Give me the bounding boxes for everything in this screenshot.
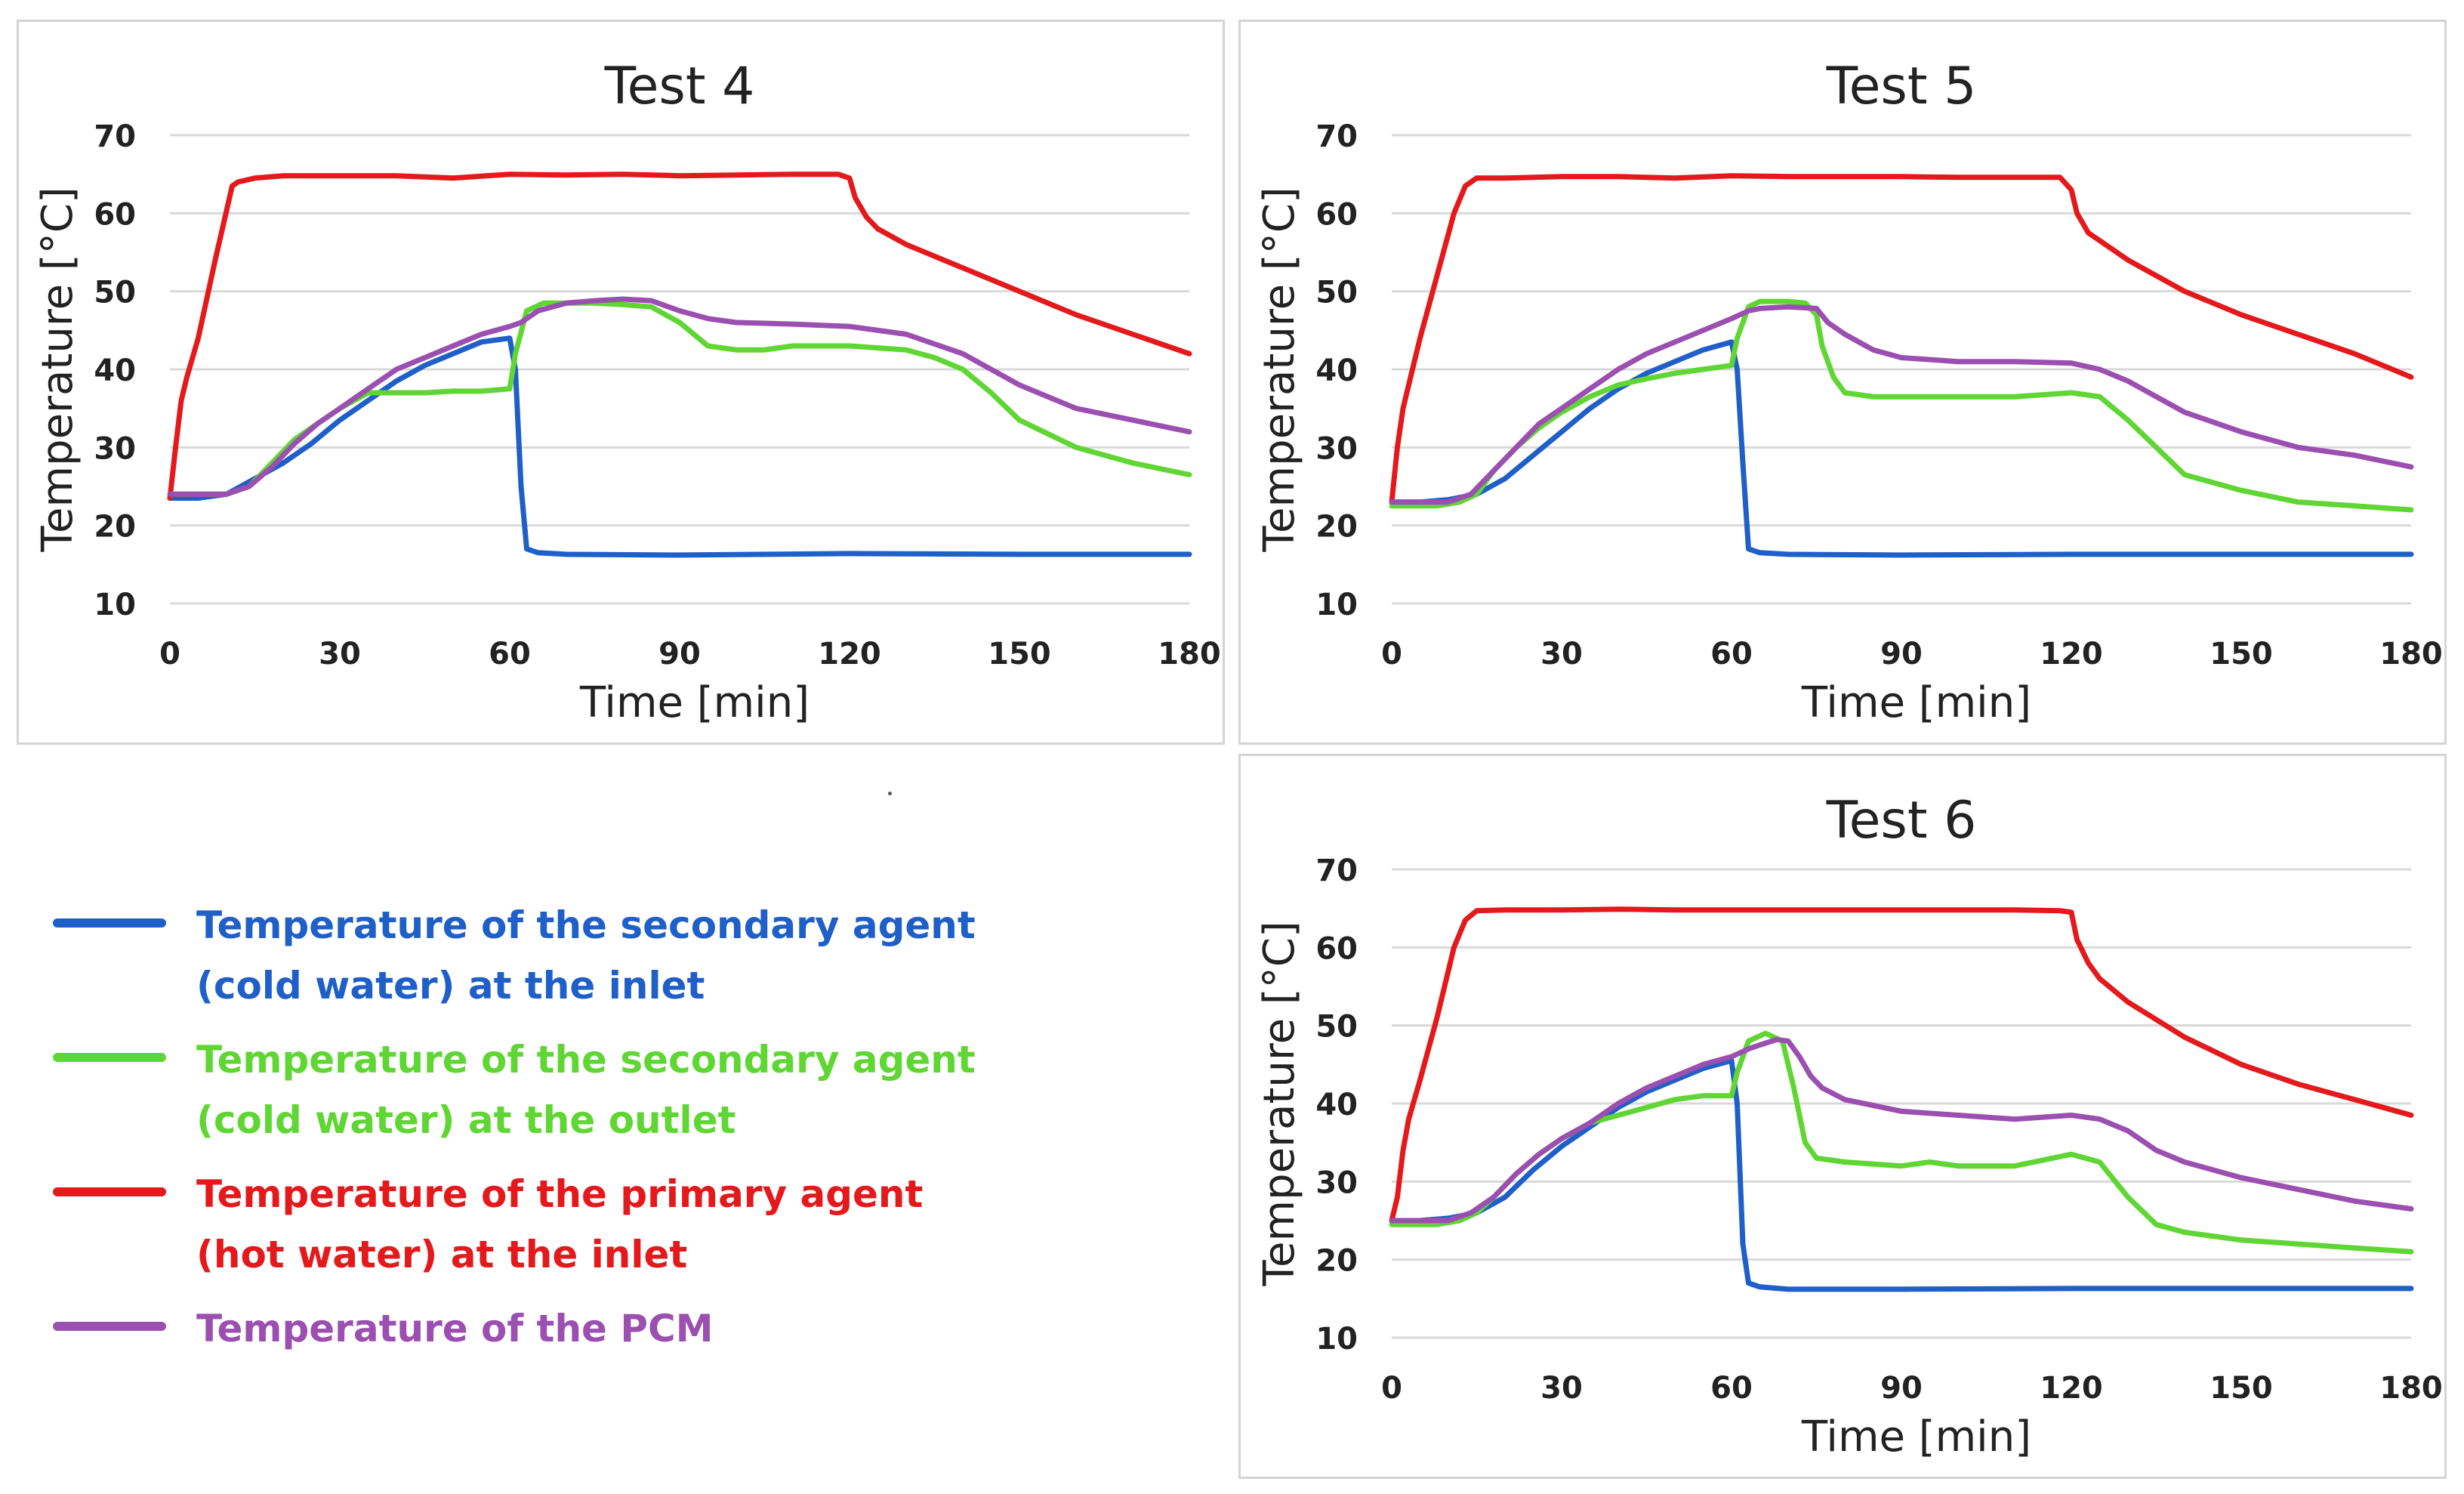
y-tick-label: 30 (1315, 431, 1358, 466)
x-tick-label: 0 (1381, 637, 1402, 671)
chart-test-5: Test 5 10 20 30 40 50 60 70 0 30 60 90 120 150 180 Time… (1255, 57, 2443, 727)
x-tick-label: 180 (2379, 637, 2443, 671)
chart-panel-test-4: Test 4 10 20 30 40 50 60 70 0 30 60 90 120 150 180 Time… (17, 20, 1225, 745)
series-line-3 (167, 171, 1192, 501)
legend-item-secondary-outlet: Temperature of the secondary agent (cold… (45, 1029, 1102, 1150)
x-tick-label: 30 (1540, 637, 1583, 671)
y-tick-label: 30 (1315, 1165, 1358, 1200)
y-tick-label: 50 (1315, 276, 1358, 310)
legend-swatch (53, 1322, 166, 1331)
series-line-1 (1389, 339, 2414, 558)
y-tick-label: 60 (1315, 197, 1358, 232)
x-tick-label: 150 (2210, 637, 2273, 671)
y-tick-label: 20 (1315, 1244, 1358, 1279)
chart-title: Test 5 (1826, 57, 1977, 116)
legend-swatch (53, 1187, 166, 1196)
legend-label: Temperature of the PCM (196, 1307, 714, 1350)
stray-dot (888, 792, 892, 795)
y-tick-label: 10 (1315, 1322, 1358, 1357)
x-tick-label: 30 (319, 637, 361, 671)
y-axis-label: Temperature [°C] (33, 187, 82, 552)
y-tick-label: 40 (1315, 1088, 1358, 1122)
x-axis-label: Time [min] (1801, 1412, 2031, 1462)
chart-test-6: Test 6 10 20 30 40 50 60 70 0 30 60 90 120 150 180 Time… (1255, 791, 2443, 1462)
x-tick-label: 120 (2040, 1371, 2103, 1406)
x-tick-label: 0 (159, 637, 180, 671)
series-line-1 (1389, 1057, 2414, 1292)
x-tick-label: 90 (658, 637, 701, 671)
y-axis-label: Temperature [°C] (1255, 187, 1304, 552)
legend-label: Temperature of the secondary agent (cold… (196, 1038, 976, 1142)
y-tick-label: 50 (94, 276, 136, 310)
x-tick-label: 180 (1158, 637, 1221, 671)
legend-label: Temperature of the secondary agent (cold… (196, 903, 976, 1008)
legend-item-pcm: Temperature of the PCM (45, 1298, 1102, 1359)
y-tick-label: 10 (94, 588, 136, 622)
legend-swatch (53, 918, 166, 928)
chart-title: Test 4 (604, 57, 755, 116)
series-line-3 (1389, 173, 2414, 505)
x-tick-label: 150 (2210, 1371, 2273, 1406)
y-tick-label: 20 (94, 510, 136, 545)
series-line-3 (1389, 906, 2414, 1224)
x-axis-label: Time [min] (1801, 678, 2031, 727)
x-axis-label: Time [min] (579, 678, 810, 727)
y-tick-label: 60 (1315, 931, 1358, 966)
chart-panel-test-5: Test 5 10 20 30 40 50 60 70 0 30 60 90 120 150 180 Time… (1238, 20, 2447, 745)
chart-panel-test-6: Test 6 10 20 30 40 50 60 70 0 30 60 90 120 150 180 Time… (1238, 754, 2447, 1479)
x-tick-label: 30 (1540, 1371, 1583, 1406)
x-tick-label: 180 (2379, 1371, 2443, 1406)
x-tick-label: 90 (1880, 637, 1923, 671)
shared-legend: Temperature of the secondary agent (cold… (45, 895, 1102, 1372)
series-line-4 (1389, 1036, 2414, 1224)
y-tick-label: 20 (1315, 510, 1358, 545)
legend-swatch (53, 1053, 166, 1062)
x-tick-label: 60 (489, 637, 531, 671)
y-tick-label: 10 (1315, 588, 1358, 622)
y-tick-label: 40 (94, 353, 136, 388)
series-line-2 (1389, 298, 2414, 513)
y-tick-label: 60 (94, 197, 136, 232)
legend-label: Temperature of the primary agent (hot wa… (196, 1172, 924, 1276)
chart-test-4: Test 4 10 20 30 40 50 60 70 0 30 60 90 120 150 180 Time… (33, 57, 1221, 727)
x-tick-label: 150 (988, 637, 1051, 671)
y-tick-label: 50 (1315, 1010, 1358, 1045)
x-tick-label: 0 (1381, 1371, 1402, 1406)
x-tick-label: 60 (1710, 637, 1753, 671)
y-tick-label: 30 (94, 431, 136, 466)
y-axis-label: Temperature [°C] (1255, 921, 1304, 1286)
series-line-2 (1389, 1030, 2414, 1255)
chart-title: Test 6 (1826, 791, 1977, 850)
y-tick-label: 70 (1315, 119, 1358, 154)
x-tick-label: 120 (818, 637, 881, 671)
legend-item-primary-inlet: Temperature of the primary agent (hot wa… (45, 1164, 1102, 1285)
series-line-4 (167, 296, 1192, 497)
x-tick-label: 120 (2040, 637, 2103, 671)
y-tick-label: 40 (1315, 353, 1358, 388)
legend-item-secondary-inlet: Temperature of the secondary agent (cold… (45, 895, 1102, 1016)
x-tick-label: 90 (1880, 1371, 1923, 1406)
series-line-4 (1389, 304, 2414, 505)
series-line-2 (167, 300, 1192, 497)
y-tick-label: 70 (94, 119, 136, 154)
x-tick-label: 60 (1710, 1371, 1753, 1406)
y-tick-label: 70 (1315, 853, 1358, 888)
